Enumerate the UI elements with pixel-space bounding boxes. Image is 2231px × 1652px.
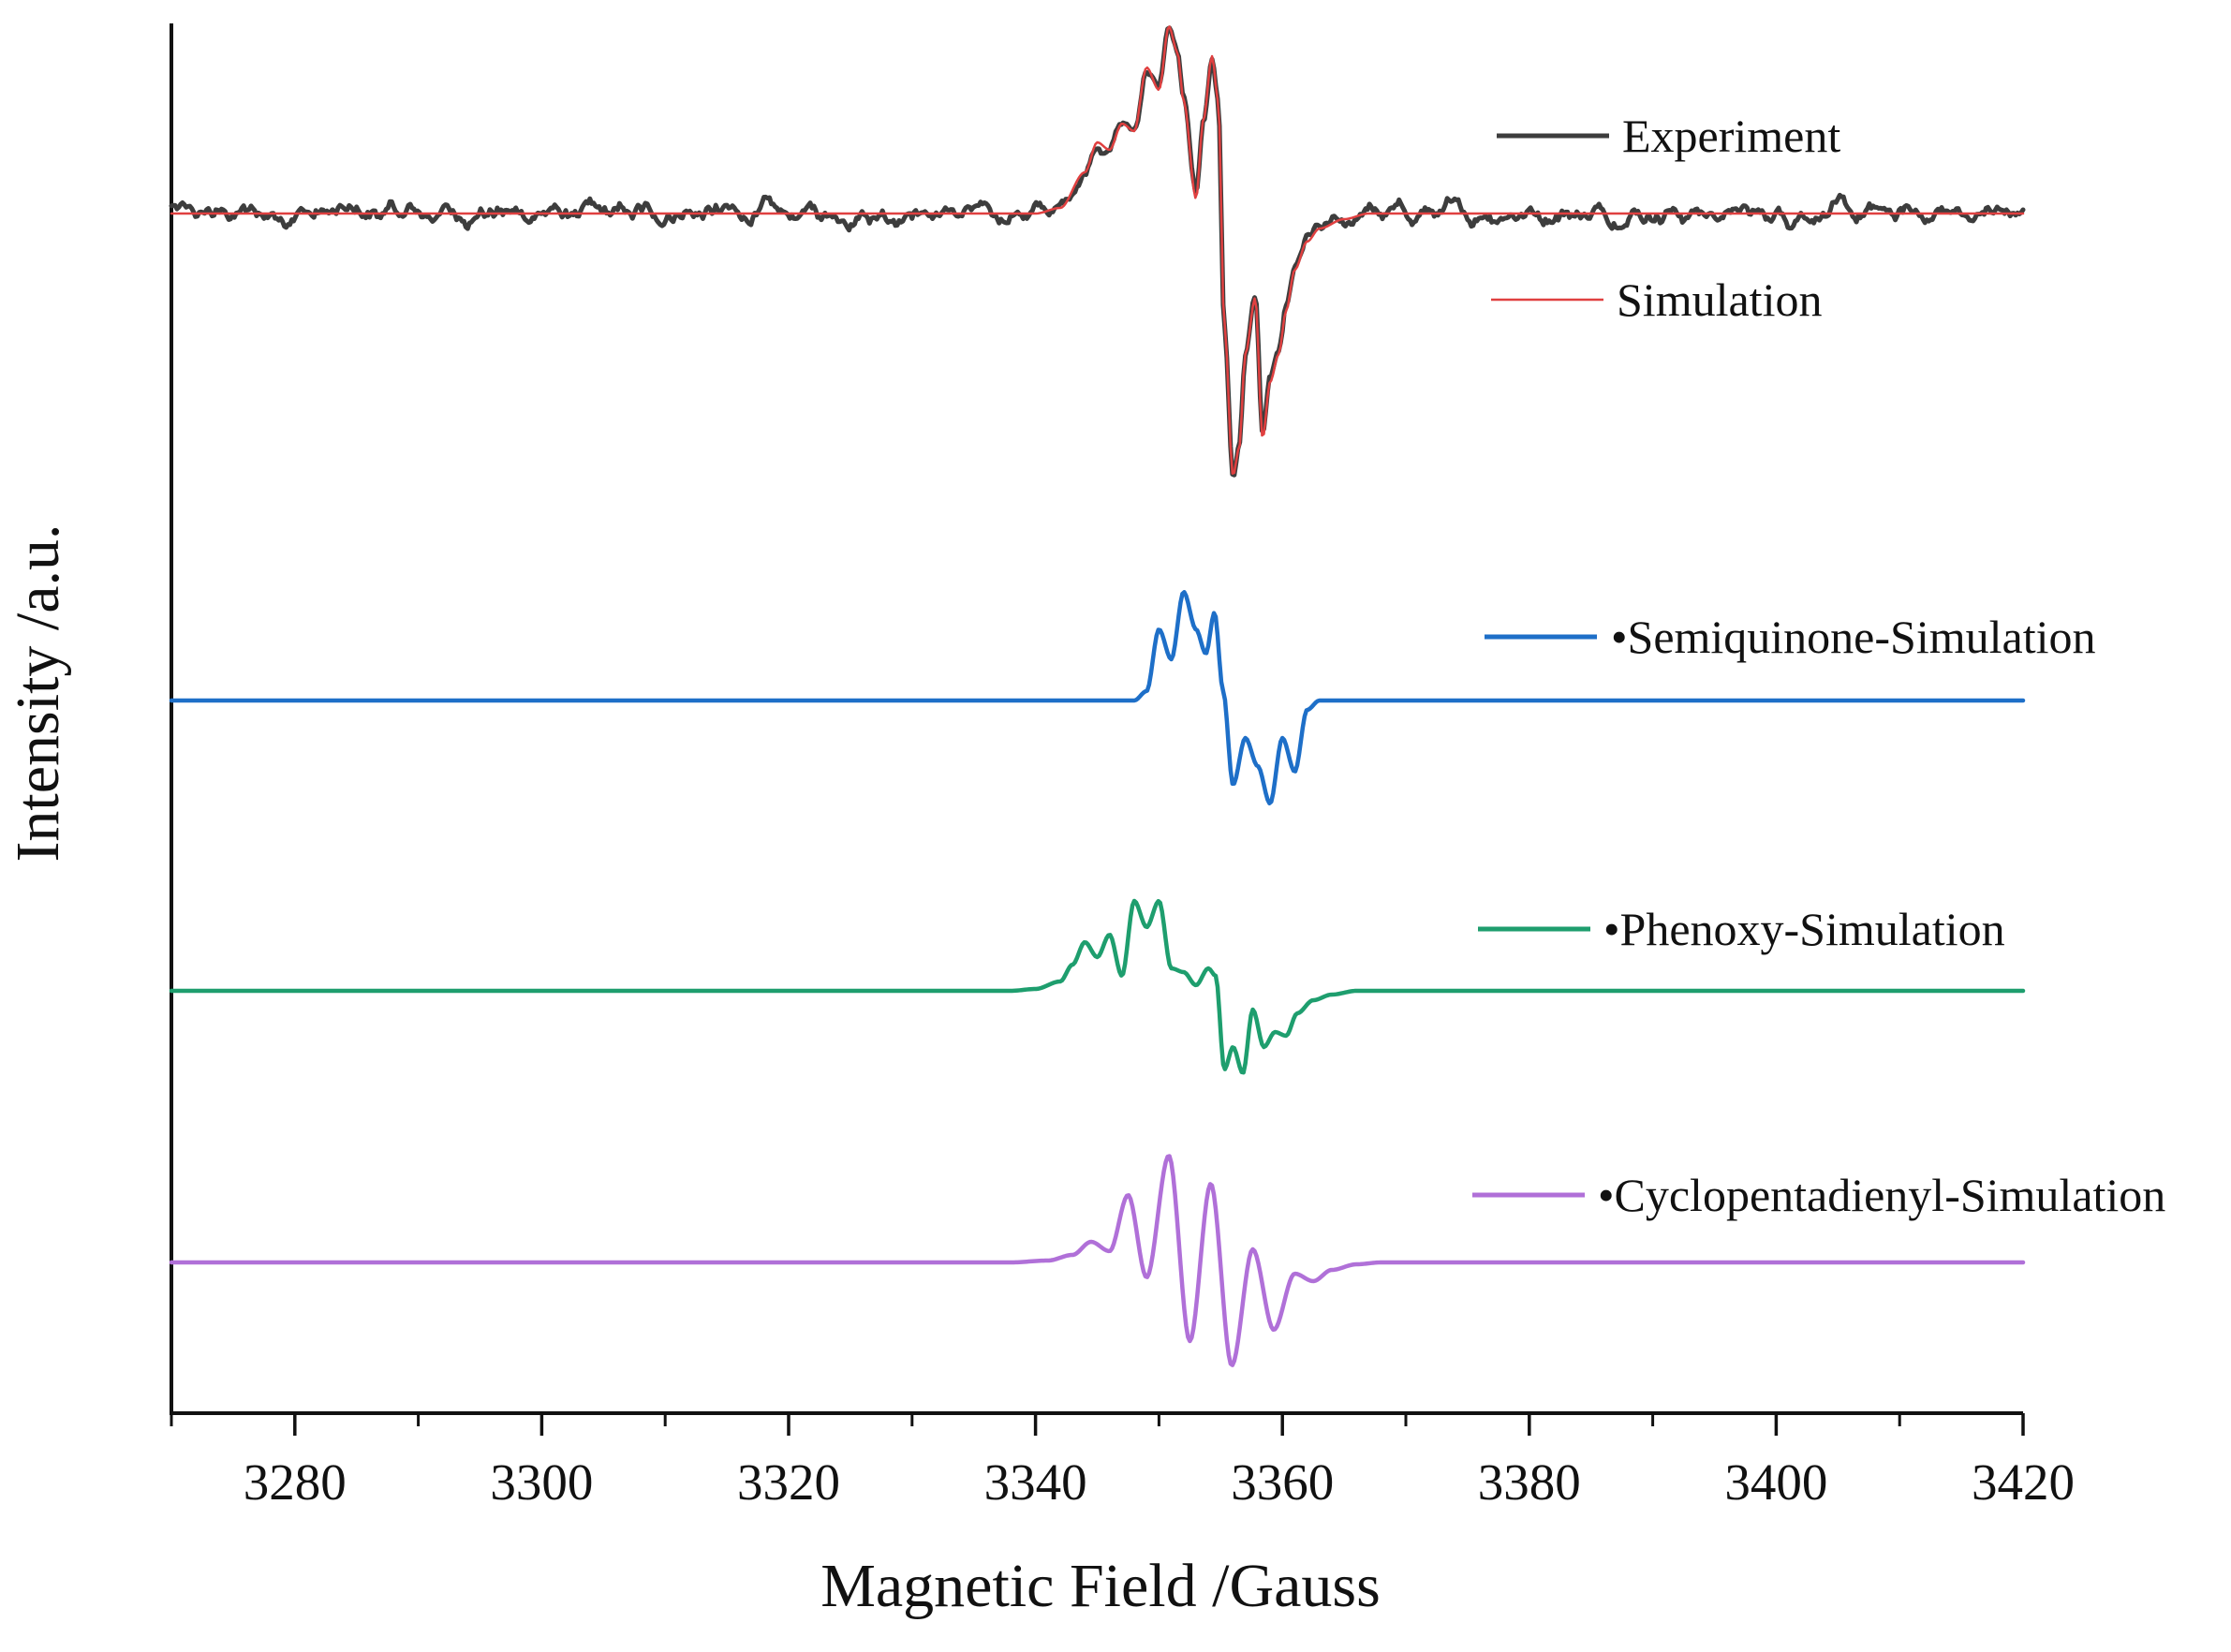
series-line-semiquinone-simulation <box>169 590 2026 805</box>
series-lines <box>169 25 2026 1367</box>
series-line-phenoxy-simulation <box>169 898 2026 1075</box>
y-axis-title: Intensity /a.u. <box>4 524 72 862</box>
legend-entry: Simulation <box>1491 273 1822 326</box>
series-line-cyclopentadienyl-simulation <box>169 1154 2026 1367</box>
legend-label: Simulation <box>1617 273 1822 326</box>
axes: 3280 3300 3320 3340 3360 3380 3400 3420 <box>170 23 2075 1511</box>
legend-label: Experiment <box>1622 110 1840 162</box>
x-tick-label: 3360 <box>1231 1453 1334 1511</box>
legend-label: •Phenoxy-Simulation <box>1603 903 2005 955</box>
legend-label: •Semiquinone-Simulation <box>1611 611 2095 663</box>
legend-entry: Experiment <box>1497 110 1840 162</box>
x-tick-label: 3320 <box>737 1453 840 1511</box>
x-axis-title: Magnetic Field /Gauss <box>820 1552 1381 1620</box>
legend-entry: •Phenoxy-Simulation <box>1478 903 2005 955</box>
x-tick-label: 3280 <box>244 1453 347 1511</box>
x-tick-label: 3340 <box>984 1453 1087 1511</box>
x-tick-label: 3420 <box>1972 1453 2075 1511</box>
x-tick-label: 3300 <box>490 1453 593 1511</box>
legend: Experiment Simulation •Semiquinone-Simulat… <box>1472 110 2165 1221</box>
legend-entry: •Semiquinone-Simulation <box>1485 611 2095 663</box>
legend-entry: •Cyclopentadienyl-Simulation <box>1472 1169 2165 1221</box>
legend-label: •Cyclopentadienyl-Simulation <box>1598 1169 2165 1221</box>
series-line-experiment <box>169 25 2026 478</box>
series-line-simulation <box>170 25 2025 475</box>
x-tick-label: 3380 <box>1478 1453 1581 1511</box>
x-tick-label: 3400 <box>1724 1453 1827 1511</box>
